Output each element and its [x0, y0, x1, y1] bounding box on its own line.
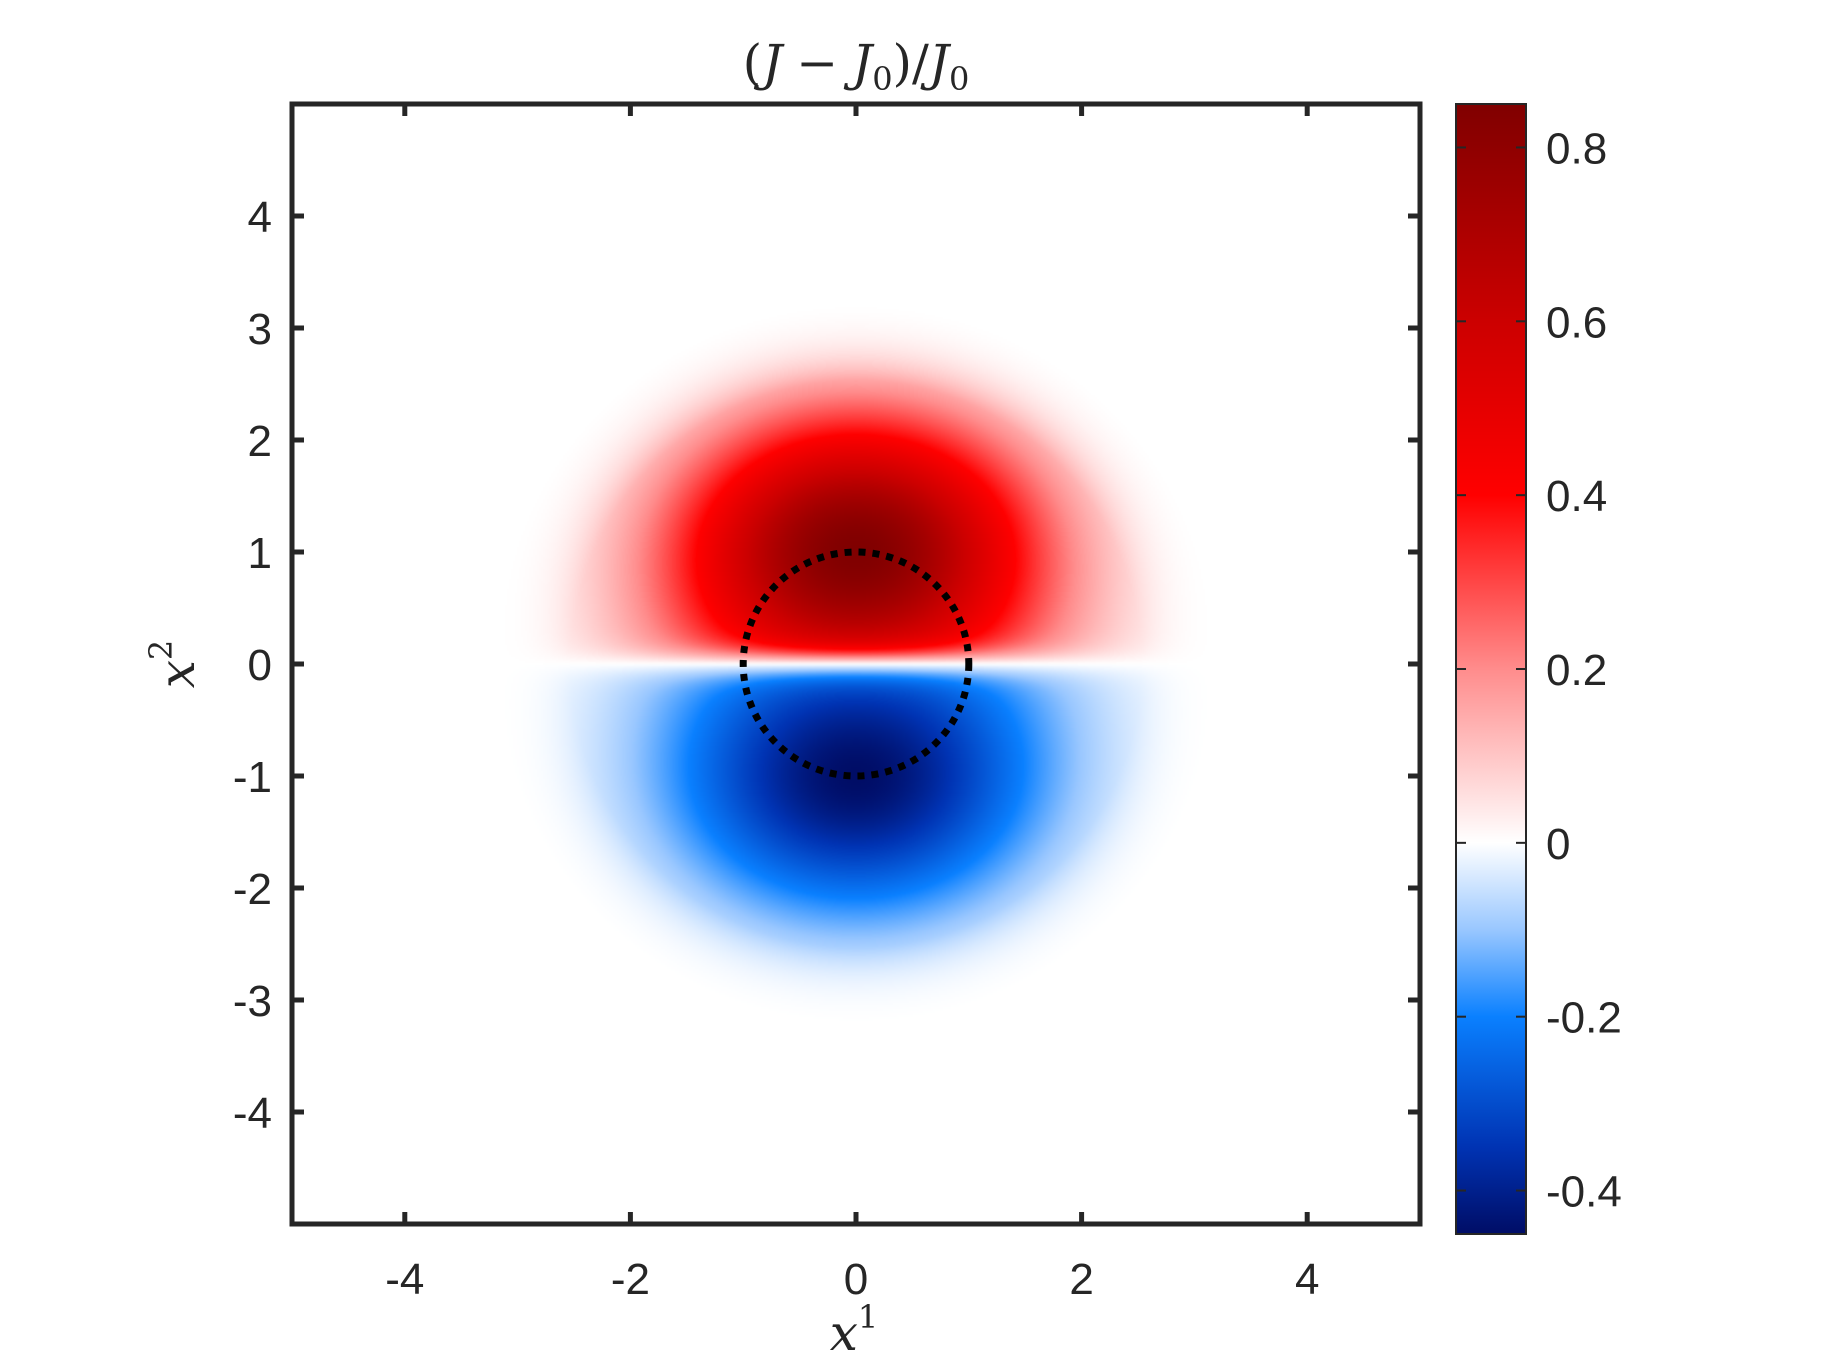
- colorbar-tick-label: 0.8: [1546, 124, 1607, 173]
- x-axis-label: x1: [830, 1298, 879, 1362]
- y-tick-label: 3: [248, 305, 272, 354]
- colorbar: [1456, 104, 1526, 1234]
- x-tick-label: 0: [844, 1255, 868, 1304]
- heatmap-area: [292, 104, 1420, 1224]
- y-tick-label: -1: [233, 753, 272, 802]
- x-tick-label: 4: [1295, 1255, 1319, 1304]
- y-tick-label: -4: [233, 1089, 272, 1138]
- y-tick-label: -3: [233, 977, 272, 1026]
- colorbar-tick-label: -0.2: [1546, 994, 1622, 1043]
- x-tick-label: -2: [611, 1255, 650, 1304]
- y-tick-label: 1: [248, 529, 272, 578]
- colorbar-tick-label: 0.4: [1546, 472, 1607, 521]
- x-tick-label: -4: [385, 1255, 424, 1304]
- chart-title: (J − J0)/J0: [743, 34, 970, 98]
- colorbar-tick-label: 0: [1546, 820, 1570, 869]
- unit-circle-overlay: [739, 548, 973, 780]
- colorbar-tick-label: -0.4: [1546, 1168, 1622, 1217]
- y-tick-label: 2: [248, 417, 272, 466]
- y-tick-label: 0: [248, 641, 272, 690]
- colorbar-tick-label: 0.2: [1546, 646, 1607, 695]
- x-tick-label: 2: [1069, 1255, 1093, 1304]
- colorbar-tick-label: 0.6: [1546, 298, 1607, 347]
- y-tick-label: 4: [248, 193, 272, 242]
- y-axis-label: x2: [142, 640, 206, 689]
- y-tick-label: -2: [233, 865, 272, 914]
